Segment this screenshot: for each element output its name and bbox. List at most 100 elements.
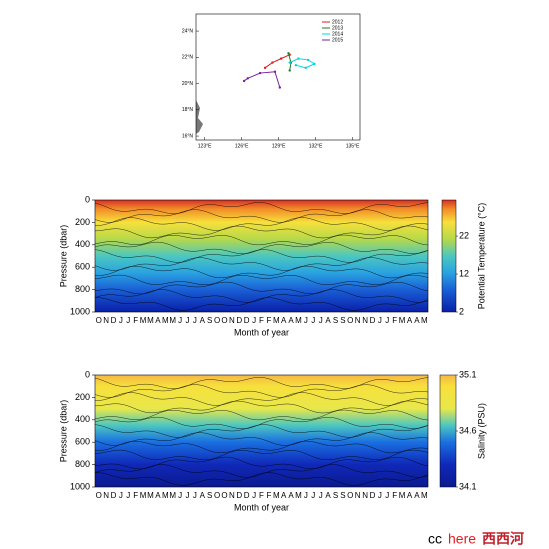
x-tick-label: A	[281, 316, 287, 325]
x-tick-label: F	[133, 316, 138, 325]
x-tick-label: J	[126, 491, 130, 500]
colorbar-tick-label: 2	[459, 306, 464, 316]
contour-line	[94, 202, 429, 214]
contour-line	[94, 297, 429, 311]
float-position	[288, 69, 291, 72]
float-position	[294, 63, 298, 67]
x-tick-label: J	[178, 491, 182, 500]
x-tick-label: N	[362, 491, 368, 500]
float-position	[313, 62, 316, 66]
y-tick-label: 20°N	[182, 81, 194, 87]
contour-line	[94, 432, 429, 446]
x-tick-label: 123°E	[198, 143, 212, 149]
x-tick-label: J	[193, 316, 197, 325]
x-tick-label: J	[319, 316, 323, 325]
contour-line	[94, 449, 429, 460]
colorbar-label: Potential Temperature (°C)	[476, 203, 486, 309]
x-tick-label: D	[370, 491, 376, 500]
x-tick-label: J	[178, 316, 182, 325]
x-tick-label: F	[133, 491, 138, 500]
map-frame	[195, 13, 361, 141]
x-tick-label: F	[259, 316, 264, 325]
x-tick-label: J	[311, 316, 315, 325]
colorbar	[441, 199, 457, 313]
x-tick-label: D	[370, 316, 376, 325]
x-tick-label: M	[295, 491, 302, 500]
x-tick-label: 126°E	[235, 143, 249, 149]
x-tick-label: D	[244, 491, 250, 500]
y-axis-label: Pressure (dbar)	[58, 225, 68, 288]
x-tick-label: S	[207, 316, 212, 325]
x-tick-label: D	[111, 491, 117, 500]
x-tick-label: M	[140, 316, 147, 325]
float-position	[307, 58, 310, 62]
watermark-cc: cc	[428, 531, 442, 547]
contour-line	[94, 281, 429, 295]
float-position	[287, 52, 290, 55]
x-tick-label: O	[347, 491, 353, 500]
y-tick-label: 800	[75, 284, 90, 294]
legend-label: 2012	[332, 19, 343, 25]
colorbar-tick-label: 12	[459, 268, 469, 278]
contour-line	[94, 377, 429, 389]
x-tick-label: J	[378, 491, 382, 500]
x-tick-label: O	[347, 316, 353, 325]
y-tick-label: 1000	[70, 481, 90, 491]
x-tick-label: M	[169, 316, 176, 325]
y-tick-label: 16°N	[182, 133, 194, 139]
x-tick-label: D	[244, 316, 250, 325]
y-tick-label: 600	[75, 262, 90, 272]
y-tick-label: 0	[85, 369, 90, 379]
float-position	[246, 77, 249, 80]
x-tick-label: M	[162, 491, 169, 500]
float-position	[297, 57, 300, 60]
x-tick-label: A	[200, 491, 206, 500]
y-tick-label: 22°N	[182, 55, 194, 61]
land	[196, 100, 203, 134]
x-tick-label: O	[214, 491, 220, 500]
x-tick-label: J	[186, 316, 190, 325]
x-tick-label: A	[288, 491, 294, 500]
x-tick-label: M	[273, 491, 280, 500]
x-tick-label: S	[333, 316, 338, 325]
y-tick-label: 1000	[70, 306, 90, 316]
contour-line	[94, 209, 429, 223]
float-position	[263, 66, 267, 70]
colorbar	[439, 374, 457, 488]
x-tick-label: A	[407, 316, 413, 325]
colorbar-tick-label: 34.1	[459, 481, 477, 491]
float-position	[271, 61, 274, 64]
x-tick-label: S	[340, 316, 345, 325]
x-tick-label: M	[399, 491, 406, 500]
x-tick-label: A	[288, 316, 294, 325]
x-tick-label: D	[111, 316, 117, 325]
legend-label: 2014	[332, 31, 343, 37]
x-tick-label: F	[392, 491, 397, 500]
colorbar-label: Salinity (PSU)	[476, 403, 486, 459]
watermark-site: 西西河	[482, 531, 524, 547]
x-tick-label: M	[147, 316, 154, 325]
contour-line	[94, 225, 429, 239]
float-position	[242, 79, 246, 83]
x-tick-label: N	[355, 491, 361, 500]
x-tick-label: F	[266, 316, 271, 325]
float-position	[273, 70, 277, 73]
float-position	[288, 61, 291, 64]
x-tick-label: J	[385, 491, 389, 500]
x-tick-label: M	[421, 491, 428, 500]
y-axis-label: Pressure (dbar)	[58, 400, 68, 463]
contour-line	[94, 234, 429, 246]
x-tick-label: O	[96, 491, 102, 500]
x-tick-label: F	[392, 316, 397, 325]
contour-line	[94, 409, 429, 421]
y-tick-label: 200	[75, 392, 90, 402]
x-tick-label: N	[362, 316, 368, 325]
x-tick-label: O	[221, 491, 227, 500]
x-tick-label: A	[407, 491, 413, 500]
x-tick-label: J	[126, 316, 130, 325]
x-tick-label: J	[252, 491, 256, 500]
x-tick-label: 135°E	[346, 143, 360, 149]
x-tick-label: N	[355, 316, 361, 325]
contour-line	[94, 257, 429, 271]
x-tick-label: J	[378, 316, 382, 325]
